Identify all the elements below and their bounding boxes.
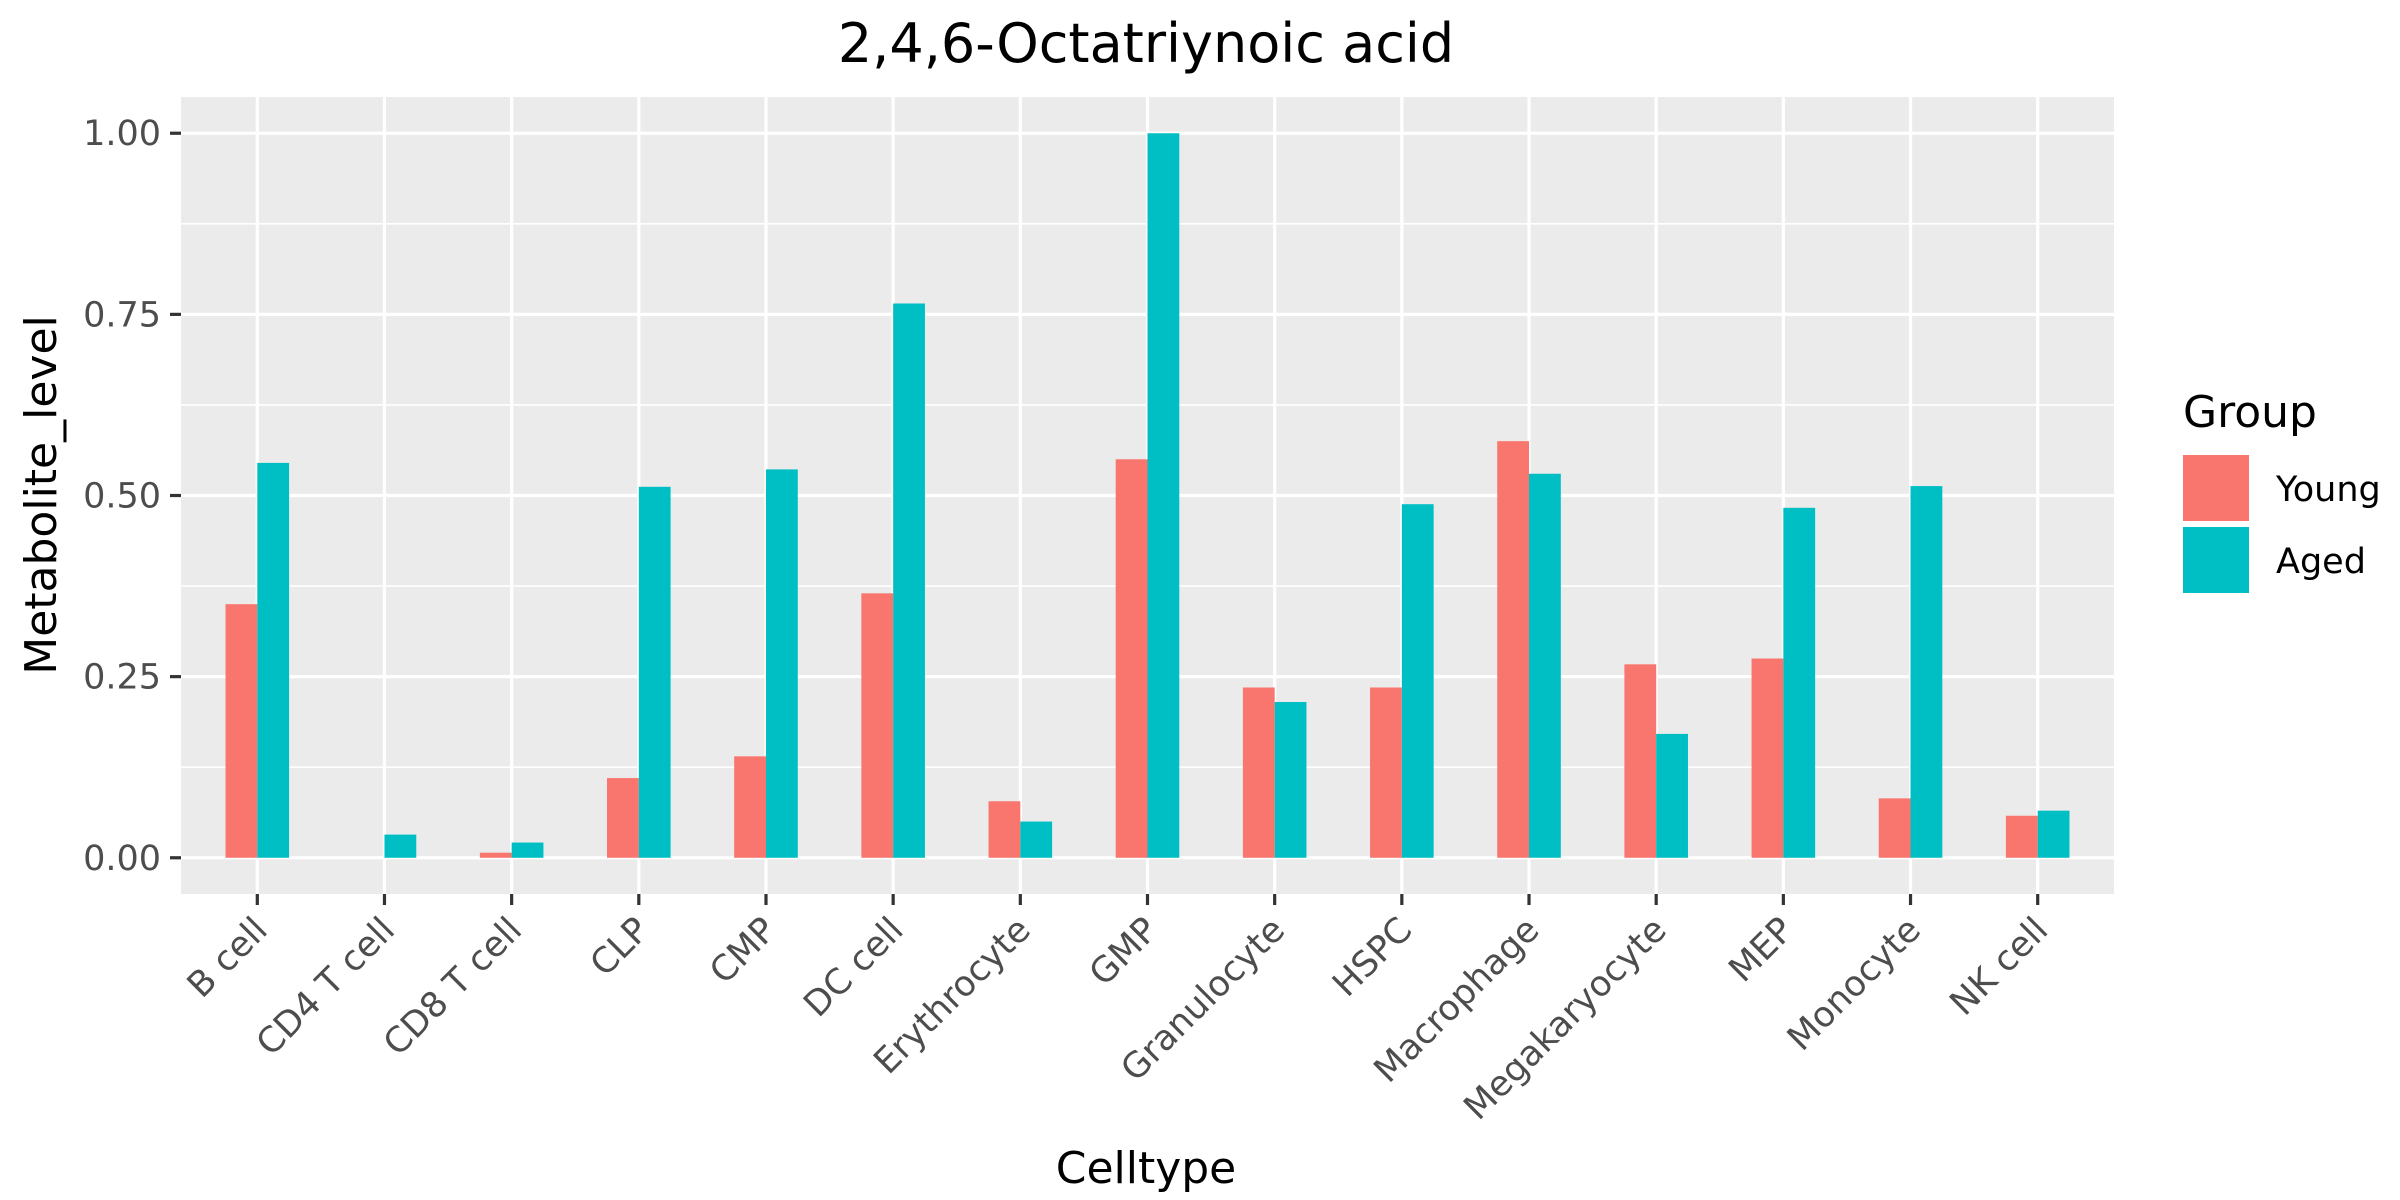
legend-label: Aged: [2276, 542, 2366, 582]
y-tick-label: 0.50: [83, 477, 161, 517]
legend-label: Young: [2275, 470, 2381, 510]
bar-aged: [1783, 507, 1816, 858]
x-tick-label: Monocyte: [1780, 910, 1929, 1059]
bar-young: [1242, 687, 1275, 858]
bar-young: [1751, 658, 1784, 858]
bar-aged: [638, 486, 671, 858]
bar-young: [1497, 441, 1530, 858]
bar-aged: [1656, 733, 1688, 858]
bar-aged: [257, 462, 290, 858]
x-tick-label: CLP: [583, 910, 657, 984]
bar-young: [225, 604, 258, 858]
y-tick-label: 0.75: [83, 295, 161, 335]
x-tick-label: MEP: [1722, 910, 1802, 990]
x-tick-label: B cell: [180, 910, 276, 1006]
bar-aged: [1529, 473, 1561, 858]
x-tick-label: HSPC: [1325, 910, 1420, 1005]
bar-young: [1370, 687, 1402, 858]
bar-young: [1115, 459, 1148, 858]
bar-aged: [511, 842, 544, 858]
y-tick-label: 0.25: [83, 658, 161, 698]
y-tick-label: 0.00: [83, 839, 161, 879]
x-axis-title: Celltype: [1056, 1143, 1237, 1194]
bar-young: [479, 852, 512, 858]
x-tick-label: DC cell: [796, 910, 911, 1025]
chart-title: 2,4,6-Octatriynoic acid: [838, 12, 1454, 75]
bar-aged: [1401, 504, 1434, 858]
bars: [225, 133, 2070, 858]
bar-young: [1878, 798, 1911, 858]
bar-young: [861, 593, 894, 858]
bar-young: [988, 801, 1021, 858]
x-tick-label: CD8 T cell: [376, 910, 530, 1064]
legend-title: Group: [2183, 387, 2317, 438]
bar-aged: [1020, 821, 1053, 858]
bar-aged: [893, 303, 925, 858]
y-axis: 0.00 0.25 0.50 0.75 1.00: [83, 114, 181, 879]
y-axis-title: Metabolite_level: [16, 315, 67, 675]
bar-young: [607, 778, 639, 858]
legend-key-aged: [2183, 527, 2249, 593]
y-tick-label: 1.00: [83, 114, 161, 154]
bar-aged: [1274, 701, 1307, 858]
bar-aged: [384, 834, 417, 858]
bar-aged: [765, 469, 798, 858]
bar-aged: [1147, 133, 1180, 858]
bar-aged: [1910, 486, 1943, 858]
legend: Group Young Aged: [2183, 387, 2381, 593]
x-tick-label: GMP: [1082, 910, 1166, 994]
bar-young: [1624, 664, 1657, 858]
bar-aged: [2037, 810, 2070, 858]
x-tick-label: CD4 T cell: [249, 910, 403, 1064]
x-tick-label: NK cell: [1943, 910, 2056, 1023]
legend-key-young: [2183, 455, 2249, 521]
bar-young: [2005, 815, 2038, 858]
bar-young: [734, 756, 766, 858]
x-tick-label: CMP: [703, 910, 785, 992]
